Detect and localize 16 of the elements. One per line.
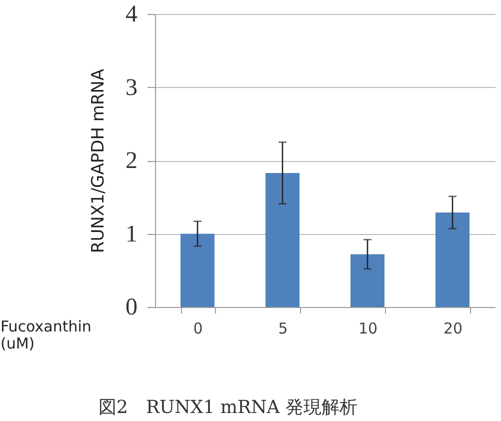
caption: 図2 RUNX1 mRNA 発現解析 — [98, 397, 358, 418]
x-axis-title: Fucoxanthin (uM) — [0, 318, 92, 352]
y-tick-label: 3 — [126, 74, 138, 101]
x-tick-label: 10 — [358, 320, 378, 338]
y-axis-title: RUNX1/GAPDH mRNA — [88, 68, 108, 254]
y-tick-label: 1 — [126, 221, 138, 248]
bar — [436, 212, 470, 307]
y-tick-label: 0 — [126, 294, 138, 320]
bar — [266, 172, 300, 307]
bar — [350, 254, 384, 307]
x-tick-label: 5 — [278, 320, 288, 338]
y-tick-label: 4 — [126, 2, 138, 28]
x-tick-label: 20 — [443, 320, 463, 338]
x-tick-label: 0 — [193, 320, 203, 338]
y-tick-label: 2 — [126, 148, 138, 174]
bar — [180, 234, 214, 307]
